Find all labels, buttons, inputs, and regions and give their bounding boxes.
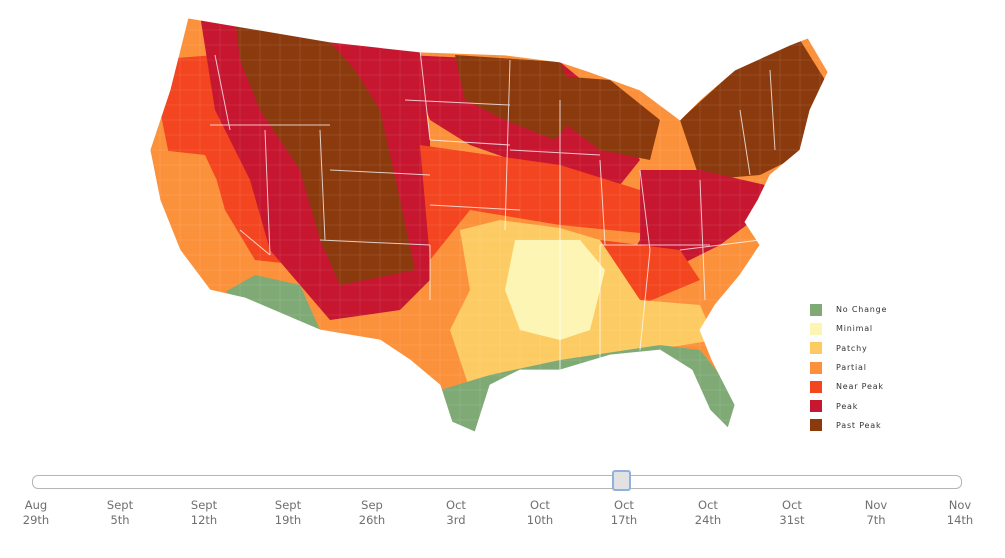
legend-label: Minimal	[836, 324, 873, 334]
legend-label: Patchy	[836, 343, 868, 353]
region-partial-california	[160, 150, 260, 295]
legend-label: No Change	[836, 305, 888, 315]
legend-item-no-change: No Change	[810, 300, 887, 319]
legend-label: Partial	[836, 363, 867, 373]
state-lines	[210, 49, 776, 370]
date-tick[interactable]: Sep 26th	[342, 498, 402, 528]
date-tick-day: 29th	[22, 513, 50, 527]
legend-item-past-peak: Past Peak	[810, 416, 887, 435]
date-tick-day: 19th	[274, 513, 302, 527]
date-tick[interactable]: Nov 14th	[930, 498, 990, 528]
date-ticks: Aug 29th Sept 5th Sept 12th Sept 19th Sep 26t…	[0, 498, 1005, 538]
date-tick-selected[interactable]: Oct 17th	[594, 498, 654, 528]
legend-item-near-peak: Near Peak	[810, 377, 887, 396]
region-minimal-arkansas	[505, 240, 605, 340]
legend-swatch	[810, 342, 822, 355]
legend-swatch	[810, 380, 822, 393]
date-tick[interactable]: Sept 5th	[90, 498, 150, 528]
region-past-peak-rockies	[235, 18, 415, 285]
us-outline	[149, 17, 829, 433]
date-tick-month: Oct	[446, 498, 466, 512]
legend-swatch	[810, 303, 822, 316]
region-near-peak-plains	[420, 145, 660, 260]
legend-item-peak: Peak	[810, 396, 887, 415]
region-past-peak-northeast	[680, 40, 825, 180]
date-tick-day: 5th	[110, 513, 130, 527]
date-tick-month: Sept	[106, 498, 134, 512]
date-tick-day: 26th	[358, 513, 386, 527]
legend-swatch	[810, 361, 822, 374]
date-tick[interactable]: Oct 10th	[510, 498, 570, 528]
date-tick-month: Oct	[614, 498, 634, 512]
date-tick-month: Oct	[530, 498, 550, 512]
legend-label: Peak	[836, 401, 859, 411]
date-tick-day: 14th	[946, 513, 974, 527]
date-tick-month: Oct	[698, 498, 718, 512]
date-tick-day: 24th	[694, 513, 722, 527]
date-tick-month: Sept	[274, 498, 302, 512]
date-tick-month: Aug	[24, 498, 48, 512]
date-tick[interactable]: Sept 19th	[258, 498, 318, 528]
date-tick[interactable]: Oct 31st	[762, 498, 822, 528]
legend-label: Past Peak	[836, 420, 882, 430]
legend-item-patchy: Patchy	[810, 339, 887, 358]
legend-item-minimal: Minimal	[810, 319, 887, 338]
legend-swatch	[810, 322, 822, 335]
legend-swatch	[810, 419, 822, 432]
date-tick[interactable]: Oct 24th	[678, 498, 738, 528]
date-tick-day: 7th	[866, 513, 886, 527]
legend: No Change Minimal Patchy Partial Near Pe…	[810, 300, 887, 435]
date-tick[interactable]: Aug 29th	[6, 498, 66, 528]
date-tick[interactable]: Oct 3rd	[426, 498, 486, 528]
date-slider-track[interactable]	[32, 470, 962, 491]
date-slider-handle[interactable]	[612, 470, 631, 491]
date-tick-day: 31st	[779, 513, 805, 527]
legend-swatch	[810, 400, 822, 413]
date-tick-month: Nov	[864, 498, 888, 512]
us-map	[149, 17, 829, 433]
region-past-peak-great-lakes	[545, 75, 660, 160]
foliage-map: No Change Minimal Patchy Partial Near Pe…	[149, 17, 887, 435]
legend-item-partial: Partial	[810, 358, 887, 377]
date-tick[interactable]: Sept 12th	[174, 498, 234, 528]
county-lines	[150, 18, 828, 432]
date-tick-day: 3rd	[446, 513, 466, 527]
legend-label: Near Peak	[836, 382, 884, 392]
region-no-change-arizona	[225, 275, 320, 330]
date-tick-month: Nov	[948, 498, 972, 512]
date-tick-day: 10th	[526, 513, 554, 527]
date-tick-month: Sept	[190, 498, 218, 512]
date-tick-month: Sep	[361, 498, 383, 512]
date-tick-day: 17th	[610, 513, 638, 527]
date-tick-day: 12th	[190, 513, 218, 527]
date-tick[interactable]: Nov 7th	[846, 498, 906, 528]
date-tick-month: Oct	[782, 498, 802, 512]
